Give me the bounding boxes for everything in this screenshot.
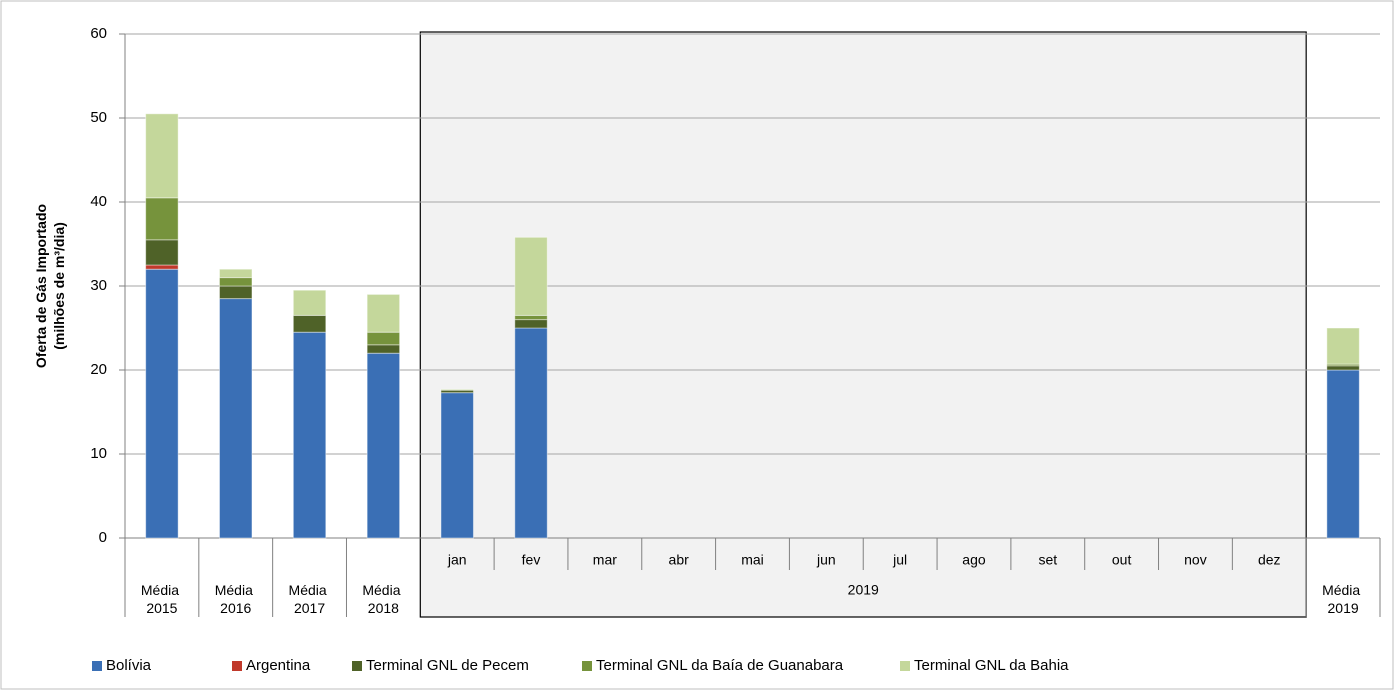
x-tick-label: Média 2019: [1322, 582, 1364, 616]
bar-segment: [514, 236, 548, 316]
group-shading: [419, 31, 1307, 618]
bar-segment: [440, 392, 474, 539]
bar-segment: [145, 113, 179, 199]
bar-segment: [514, 314, 548, 321]
bar-segment: [218, 285, 253, 300]
x-tick-label: mai: [741, 552, 764, 568]
x-tick-label: out: [1112, 552, 1132, 568]
bar-segment: [145, 239, 179, 266]
legend-swatch: [352, 661, 362, 671]
x-tick-label: Média 2016: [215, 582, 257, 616]
group-label: 2019: [848, 582, 879, 598]
bar-segment: [514, 327, 548, 539]
x-tick-label-line: Média: [289, 582, 331, 598]
y-tick-label: 60: [90, 25, 107, 42]
x-tick-label: jan: [447, 552, 467, 568]
legend-label: Terminal GNL da Baía de Guanabara: [596, 657, 844, 674]
legend-swatch: [582, 661, 592, 671]
legend-label: Bolívia: [106, 657, 152, 674]
x-tick-label: dez: [1258, 552, 1281, 568]
x-tick-label: Média 2018: [362, 582, 404, 616]
bar-segment: [366, 331, 401, 346]
y-axis-title-line: Oferta de Gás Importado: [33, 204, 49, 368]
x-tick-label-line: 2019: [1328, 600, 1359, 616]
x-tick-label: fev: [522, 552, 541, 568]
bar-segment: [366, 352, 401, 539]
legend-label: Argentina: [246, 657, 311, 674]
x-tick-label: Média 2015: [141, 582, 183, 616]
x-tick-label-line: Média: [362, 582, 404, 598]
bar-segment: [292, 331, 327, 539]
y-tick-label: 10: [90, 445, 107, 462]
x-tick-label-line: 2017: [294, 600, 325, 616]
bar-segment: [145, 264, 179, 270]
x-tick-label: jun: [816, 552, 836, 568]
bar-segment: [1326, 327, 1360, 365]
y-tick-label: 0: [99, 529, 107, 546]
bar-segment: [145, 268, 179, 539]
bar-segment: [1326, 365, 1360, 371]
x-tick-label: jul: [892, 552, 907, 568]
y-axis-title-line: (milhões de m³/dia): [51, 222, 67, 350]
bar-segment: [1326, 369, 1360, 539]
y-tick-label: 40: [90, 193, 107, 210]
bar-segment: [218, 298, 253, 539]
bar-segment: [440, 388, 474, 391]
bar-segment: [218, 268, 253, 279]
bar-segment: [218, 277, 253, 287]
bar-segment: [514, 319, 548, 329]
x-tick-label: ago: [962, 552, 986, 568]
x-tick-label: Média 2017: [289, 582, 331, 616]
bar-segment: [292, 289, 327, 316]
y-axis-title: Oferta de Gás Importado (milhões de m³/di…: [33, 204, 67, 368]
x-tick-label: set: [1038, 552, 1057, 568]
bar-segment: [366, 293, 401, 333]
x-tick-label-line: Média: [141, 582, 183, 598]
x-tick-label-line: 2016: [220, 600, 251, 616]
legend-label: Terminal GNL de Pecem: [366, 657, 529, 674]
x-tick-label-line: Média: [215, 582, 257, 598]
bar-segment: [292, 314, 327, 333]
y-tick-label: 20: [90, 361, 107, 378]
x-tick-label-line: 2015: [146, 600, 177, 616]
legend-swatch: [232, 661, 242, 671]
legend-swatch: [900, 661, 910, 671]
x-tick-label: mar: [593, 552, 617, 568]
x-tick-label: nov: [1184, 552, 1207, 568]
bar-segment: [145, 197, 179, 241]
x-tick-label-line: Média: [1322, 582, 1364, 598]
legend-label: Terminal GNL da Bahia: [914, 657, 1069, 674]
y-tick-label: 30: [90, 277, 107, 294]
y-tick-label: 50: [90, 109, 107, 126]
bar-segment: [366, 344, 401, 354]
legend-swatch: [92, 661, 102, 671]
x-tick-label: abr: [669, 552, 690, 568]
x-tick-label-line: 2018: [368, 600, 399, 616]
